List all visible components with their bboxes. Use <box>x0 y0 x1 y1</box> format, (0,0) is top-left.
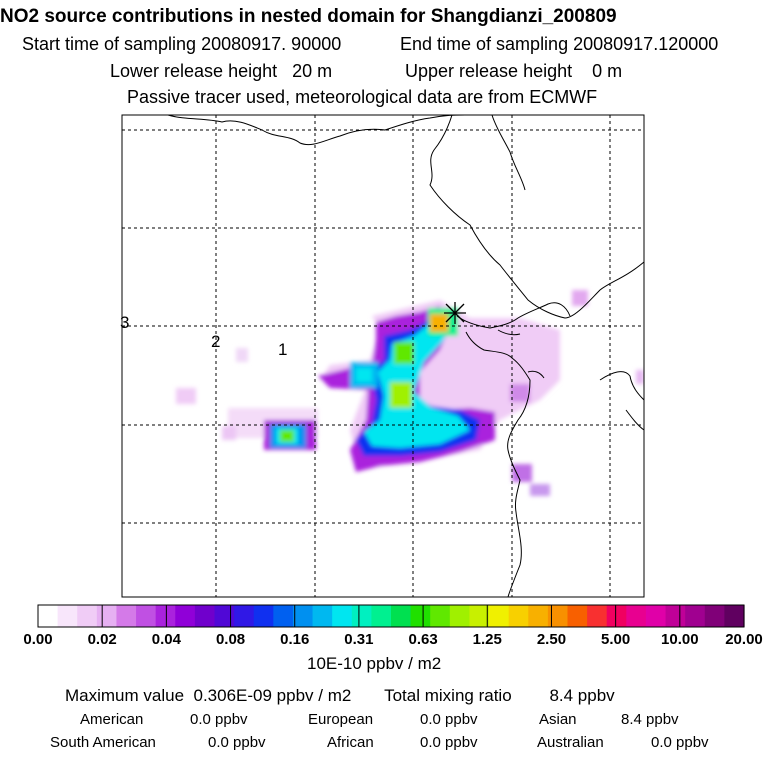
start-time: Start time of sampling 20080917. 90000 <box>22 34 341 55</box>
colorbar-cell <box>57 605 78 627</box>
colorbar-cell <box>116 605 137 627</box>
plot-title: NO2 source contributions in nested domai… <box>0 6 617 27</box>
region-asian: Asian <box>539 711 577 728</box>
map-frame <box>121 114 645 598</box>
region-south-american-value: 0.0 ppbv <box>208 734 266 751</box>
plume-core <box>394 342 414 364</box>
colorbar-cell <box>508 605 529 627</box>
coastlines-borders <box>167 115 644 597</box>
lower-release-value: 20 m <box>292 61 333 81</box>
colorbar-cell <box>567 605 588 627</box>
colorbar-cell <box>724 605 745 627</box>
plume-core <box>430 314 448 332</box>
colorbar-cell <box>665 605 686 627</box>
colorbar-cell <box>96 605 118 627</box>
plume-core <box>280 430 294 442</box>
colorbar-cell <box>175 605 196 627</box>
colorbar-tick-label: 0.31 <box>344 631 374 648</box>
region-asian-value: 8.4 ppbv <box>621 711 679 728</box>
colorbar-cell <box>410 605 431 627</box>
colorbar-cell <box>77 605 98 627</box>
colorbar-unit: 10E-10 ppbv / m2 <box>307 654 442 673</box>
total-value: 8.4 ppbv <box>549 686 615 705</box>
plume-core <box>390 382 412 408</box>
colorbar-cell <box>292 605 314 627</box>
colorbar-cell <box>469 605 490 627</box>
region-african-value: 0.0 ppbv <box>420 734 478 751</box>
lower-release-label: Lower release height <box>110 61 278 81</box>
colorbar-cell <box>214 605 235 627</box>
colorbar-tick-label: 20.00 <box>725 631 763 648</box>
colorbar-cell <box>234 605 255 627</box>
concentration-field <box>176 290 644 496</box>
colorbar-cell <box>528 605 549 627</box>
region-australian: Australian <box>537 734 604 751</box>
colorbar-tick-label: 0.04 <box>151 631 181 648</box>
colorbar-cell <box>351 605 372 627</box>
colorbar-tick-label: 0.63 <box>408 631 438 648</box>
region-south-american: South American <box>50 734 156 751</box>
start-time-value: 20080917. 90000 <box>201 34 342 54</box>
max-value: 0.306E-09 ppbv / m2 <box>193 686 352 705</box>
colorbar-cell <box>489 605 510 627</box>
colorbar-tick-label: 5.00 <box>601 631 631 648</box>
end-time: End time of sampling 20080917.120000 <box>400 34 718 55</box>
colorbar-cell <box>704 605 725 627</box>
colorbar-cell <box>606 605 627 627</box>
colorbar-cell <box>645 605 667 627</box>
colorbar-tick-label: 0.00 <box>23 631 53 648</box>
colorbar-tick-label: 0.16 <box>280 631 310 648</box>
colorbar-cell <box>253 605 274 627</box>
colorbar-cell <box>312 605 333 627</box>
map-label-3: 3 <box>120 313 129 332</box>
max-label: Maximum value <box>65 686 185 705</box>
colorbar-cell <box>626 605 647 627</box>
upper-release-value: 0 m <box>592 61 623 81</box>
map-grid <box>122 115 644 597</box>
colorbar-cell <box>371 605 392 627</box>
plume-speck <box>176 388 196 404</box>
colorbar-tick-label: 0.08 <box>215 631 246 648</box>
colorbar-cell <box>332 605 353 627</box>
colorbar-frame <box>37 604 745 628</box>
colorbar <box>38 605 745 627</box>
upper-release-height: Upper release height 0 m <box>405 61 622 82</box>
upper-release-label: Upper release height <box>405 61 573 81</box>
colorbar-cell <box>547 605 569 627</box>
plume-speck <box>572 290 588 306</box>
end-time-label: End time of sampling <box>400 34 569 54</box>
colorbar-cell <box>449 605 471 627</box>
colorbar-tick-label: 1.25 <box>472 631 502 648</box>
start-time-label: Start time of sampling <box>22 34 197 54</box>
region-american-value: 0.0 ppbv <box>190 711 248 728</box>
lower-release-height: Lower release height 20 m <box>110 61 332 82</box>
colorbar-cell <box>273 605 294 627</box>
tracer-note: Passive tracer used, meteorological data… <box>127 87 598 107</box>
colorbar-tick-label: 2.50 <box>536 631 567 648</box>
colorbar-cell <box>136 605 157 627</box>
colorbar-cell <box>155 605 176 627</box>
receptor-marker <box>444 302 466 324</box>
colorbar-tick-label: 0.02 <box>87 631 117 648</box>
colorbar-cell <box>430 605 451 627</box>
colorbar-tick-label: 10.00 <box>661 631 699 648</box>
colorbar-cell <box>194 605 216 627</box>
region-australian-value: 0.0 ppbv <box>651 734 709 751</box>
total-label: Total mixing ratio <box>384 686 512 705</box>
colorbar-cell <box>391 605 412 627</box>
region-african: African <box>327 734 374 751</box>
colorbar-cell <box>587 605 608 627</box>
map-label-2: 2 <box>211 332 220 351</box>
colorbar-cell <box>685 605 706 627</box>
end-time-value: 20080917.120000 <box>573 34 719 54</box>
map-label-1: 1 <box>278 340 287 359</box>
summary-line: Maximum value 0.306E-09 ppbv / m2 Total … <box>65 686 615 706</box>
colorbar-cell <box>38 605 59 627</box>
region-european-value: 0.0 ppbv <box>420 711 478 728</box>
region-american: American <box>80 711 144 728</box>
region-european: European <box>308 711 374 728</box>
